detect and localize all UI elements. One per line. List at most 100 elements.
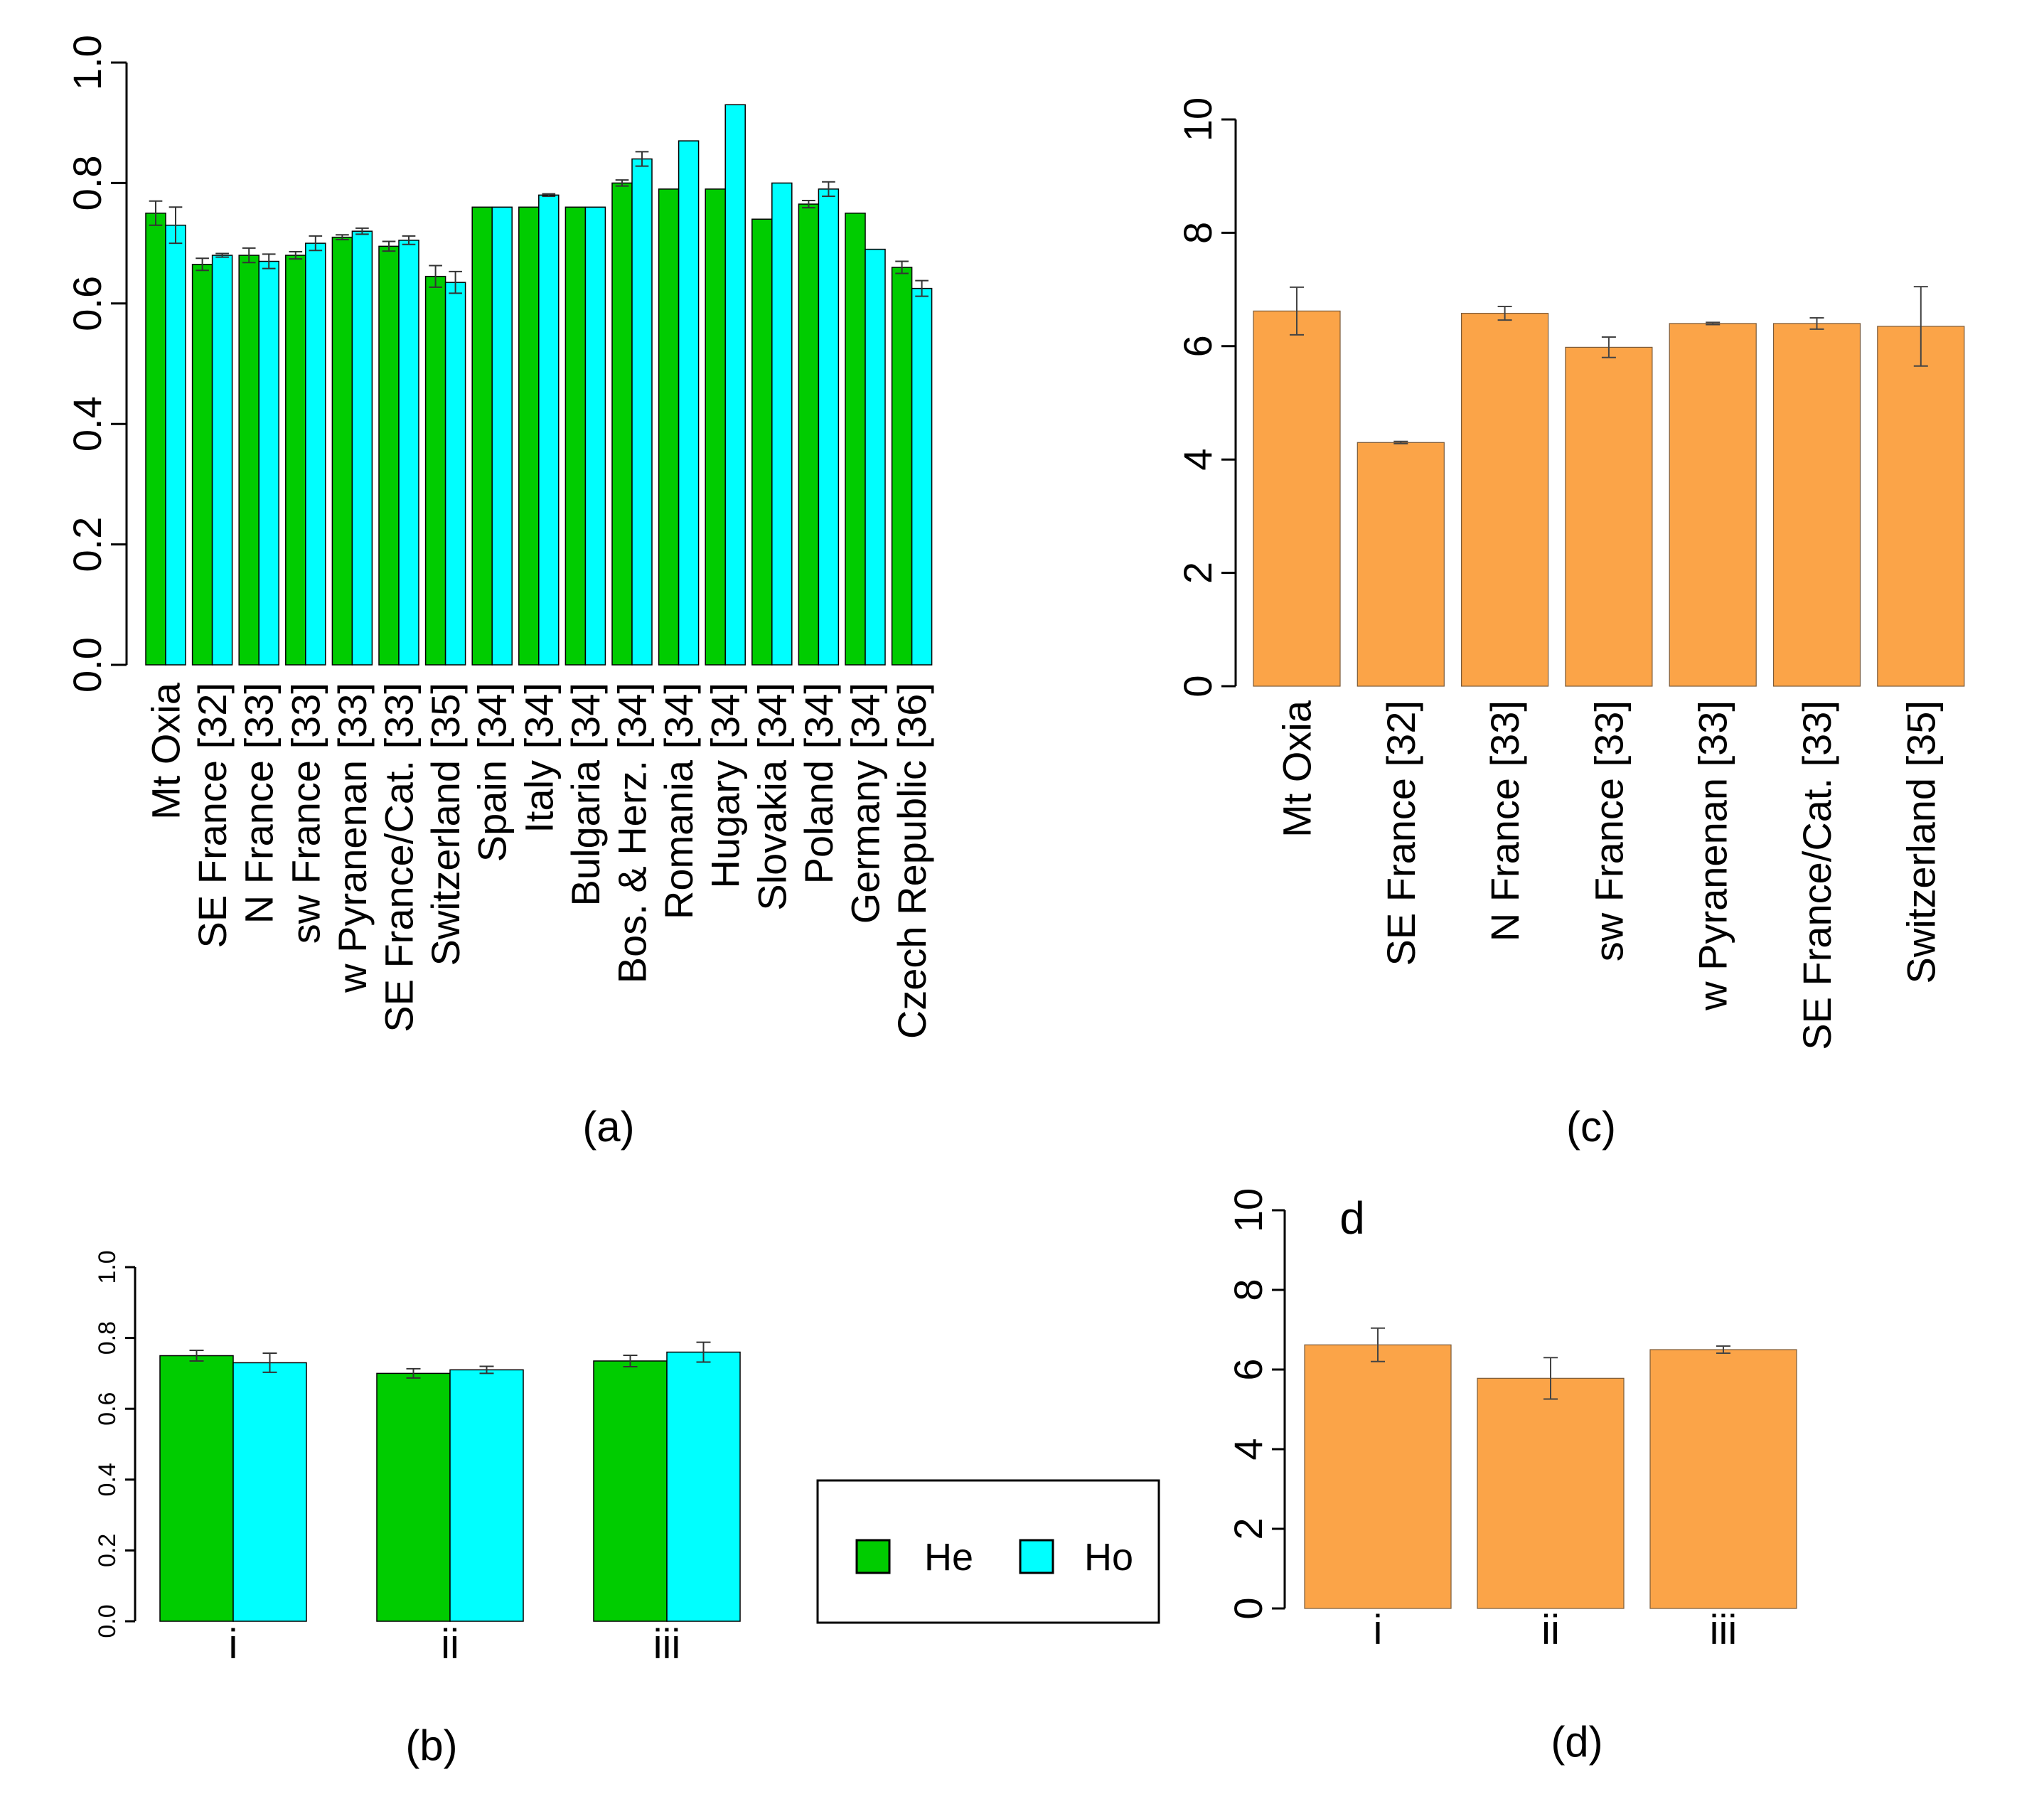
y-tick-label: 4 (1226, 1438, 1270, 1460)
bar-b-he (376, 1372, 451, 1622)
bar-a-he (471, 206, 493, 666)
y-tick-label: 1.0 (94, 1250, 121, 1283)
x-category-label: SE France [32] (190, 683, 235, 949)
x-category-label: Germany [34] (843, 683, 888, 924)
bar-a-he (331, 236, 353, 666)
bar-a-ho (444, 282, 466, 666)
bar-a-he (424, 275, 446, 666)
x-category-label: Bulgaria [34] (563, 683, 608, 906)
y-tick-label: 6 (1226, 1358, 1270, 1380)
bar-c-value (1565, 346, 1653, 687)
panel-a-chart: 0.0 0.2 0.4 0.6 0.8 1.0 Mt Oxia SE France [32] N… (65, 35, 934, 1039)
x-category-label: Mt Oxia (144, 682, 188, 820)
x-category-label: SE France [32] (1379, 700, 1423, 966)
bar-a-he (285, 255, 306, 666)
x-category-label: N France [33] (237, 683, 282, 924)
y-tick-label: 10 (1226, 1188, 1270, 1232)
x-category-label: Romania [34] (656, 683, 701, 919)
bar-a-ho (818, 188, 840, 666)
y-tick-label: 2 (1226, 1517, 1270, 1539)
bar-a-he (845, 213, 866, 666)
y-tick-label: 0.2 (65, 517, 109, 572)
caption-d: (d) (1551, 1718, 1602, 1766)
y-tick-label: 0 (1175, 675, 1220, 697)
caption-b: (b) (405, 1722, 457, 1769)
bar-b-ho (449, 1369, 524, 1622)
bar-a-he (611, 182, 633, 666)
legend-label-he: He (924, 1536, 973, 1579)
bar-a-ho (491, 206, 513, 666)
x-category-label: w Pyranenan [33] (1691, 700, 1735, 1011)
bar-a-ho (911, 287, 933, 666)
bar-b-he (593, 1360, 668, 1622)
bar-a-he (238, 255, 259, 666)
x-category-label: Czech Republic [36] (889, 683, 934, 1039)
x-category-label: Mt Oxia (1275, 700, 1320, 838)
x-category-label: SE France/Cat. [33] (1794, 700, 1839, 1050)
bar-a-he (658, 188, 680, 666)
bar-c-value (1772, 323, 1861, 687)
y-tick-label: 8 (1175, 222, 1220, 244)
x-category-label: ii (1541, 1607, 1560, 1653)
x-category-label: Slovakia [34] (749, 683, 794, 911)
panel-b-chart: 0.00.20.40.60.81.0i ii iii (94, 1250, 741, 1667)
x-category-label: SE France/Cat. [33] (377, 683, 422, 1032)
y-tick-label: 0.0 (65, 637, 109, 693)
bar-a-he (191, 263, 213, 666)
bar-a-ho (538, 194, 560, 666)
bar-a-he (145, 213, 166, 666)
x-category-label: sw France [33] (1586, 700, 1631, 961)
bar-a-ho (211, 255, 233, 666)
bar-a-he (798, 203, 820, 666)
x-category-label: N France [33] (1482, 700, 1527, 941)
x-category-label: Hugary [34] (703, 683, 748, 889)
bar-d-value (1649, 1349, 1797, 1609)
y-tick-label: 4 (1175, 449, 1220, 471)
caption-c: (c) (1566, 1103, 1616, 1151)
x-category-label: Italy [34] (516, 683, 561, 833)
bar-c-value (1461, 312, 1549, 687)
x-category-label: Bos. & Herz. [34] (610, 683, 655, 983)
x-category-label: ii (441, 1621, 459, 1667)
bar-a-ho (351, 230, 373, 666)
bar-a-he (751, 218, 773, 666)
legend-swatch-ho (1019, 1539, 1054, 1574)
bar-a-ho (678, 140, 700, 666)
y-tick-label: 0.6 (65, 276, 109, 331)
legend: He Ho (816, 1479, 1160, 1624)
y-tick-label: 2 (1175, 562, 1220, 584)
x-category-label: iii (1710, 1607, 1738, 1653)
y-tick-label: 0 (1226, 1597, 1270, 1619)
bar-a-he (705, 188, 726, 666)
x-category-label: iii (653, 1621, 681, 1667)
bar-b-he (159, 1355, 234, 1622)
y-tick-label: 0.0 (94, 1604, 121, 1638)
bar-a-ho (631, 158, 653, 666)
panel-c-chart: 0 2 4 6 8 10 Mt Oxia SE France [32] N France [33… (1175, 97, 1965, 1050)
x-category-label: w Pyranenan [33] (330, 683, 375, 993)
bar-a-ho (584, 206, 606, 666)
bar-a-he (378, 245, 400, 666)
y-tick-label: 1.0 (65, 35, 109, 90)
bar-a-ho (771, 182, 793, 666)
y-tick-label: 0.6 (94, 1392, 121, 1426)
y-tick-label: 0.4 (94, 1463, 121, 1496)
caption-a: (a) (582, 1103, 634, 1151)
bar-a-ho (305, 242, 326, 666)
bar-a-he (518, 206, 540, 666)
x-category-label: Switzerland [35] (1898, 700, 1943, 983)
bar-a-ho (724, 104, 746, 666)
y-tick-label: 0.4 (65, 396, 109, 452)
bar-d-value (1304, 1344, 1452, 1609)
y-tick-label: 6 (1175, 335, 1220, 357)
bar-a-he (891, 267, 913, 666)
y-tick-label: 0.2 (94, 1534, 121, 1567)
bar-a-ho (165, 224, 186, 666)
x-category-label: i (1374, 1607, 1383, 1653)
bar-a-ho (258, 260, 279, 666)
legend-label-ho: Ho (1084, 1536, 1133, 1579)
bar-a-he (564, 206, 587, 666)
legend-swatch-he (855, 1539, 891, 1574)
